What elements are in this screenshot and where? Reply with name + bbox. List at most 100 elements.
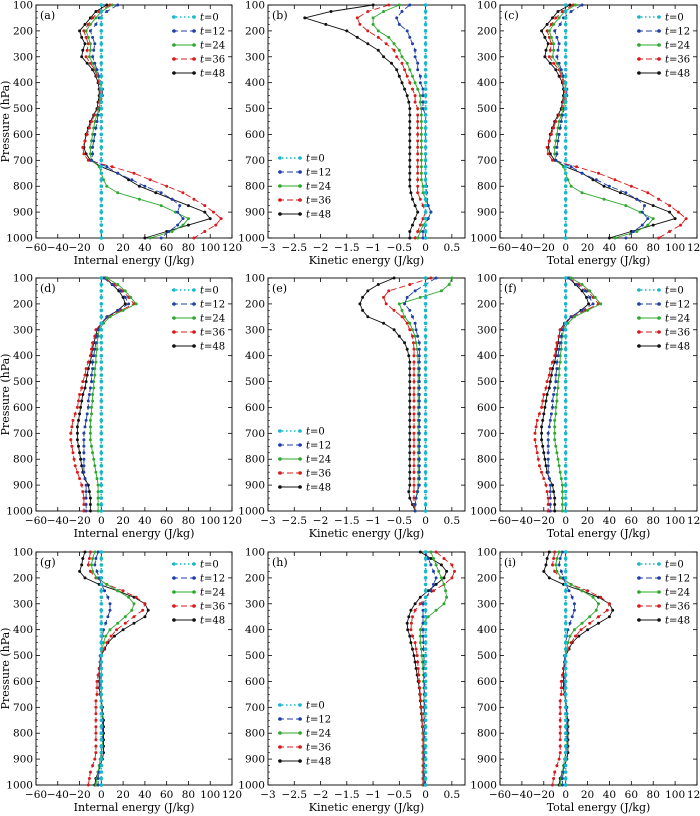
data-point xyxy=(99,412,104,416)
data-point xyxy=(93,42,97,46)
data-point xyxy=(99,451,104,455)
data-point xyxy=(553,425,557,429)
x-tick-label: −2.5 xyxy=(282,242,308,254)
legend-marker xyxy=(637,288,641,292)
y-tick-label: 900 xyxy=(13,207,33,219)
data-point xyxy=(414,667,418,670)
data-point xyxy=(420,712,424,716)
data-point xyxy=(99,289,104,293)
data-point xyxy=(176,223,180,227)
data-point xyxy=(94,341,98,345)
data-point xyxy=(132,602,136,606)
data-point xyxy=(563,463,568,468)
y-tick-label: 500 xyxy=(477,650,497,662)
x-tick-label: 80 xyxy=(647,789,660,801)
data-point xyxy=(407,354,411,358)
data-point xyxy=(423,425,428,429)
data-point xyxy=(423,602,428,606)
x-axis-label: Total energy (J/kg) xyxy=(547,527,651,540)
data-point xyxy=(99,229,104,234)
data-point xyxy=(108,608,112,612)
data-point xyxy=(563,444,568,449)
data-point xyxy=(657,236,661,240)
data-point xyxy=(421,602,425,606)
legend-marker xyxy=(637,29,641,33)
data-point xyxy=(423,334,428,339)
data-point xyxy=(547,29,551,33)
data-point xyxy=(408,464,412,468)
legend-label: t=24 xyxy=(665,314,690,325)
x-tick-label: 20 xyxy=(116,789,129,801)
legend-label: t=48 xyxy=(306,757,331,768)
data-point xyxy=(423,80,428,85)
data-point xyxy=(413,217,417,221)
data-point xyxy=(572,628,576,632)
data-point xyxy=(78,393,82,396)
data-point xyxy=(408,457,412,461)
y-tick-label: 200 xyxy=(13,25,33,37)
data-point xyxy=(563,145,568,150)
data-point xyxy=(92,48,96,52)
data-point xyxy=(450,576,454,580)
data-point xyxy=(547,550,551,554)
data-point xyxy=(557,563,561,567)
data-point xyxy=(99,190,104,195)
data-point xyxy=(423,750,428,755)
data-point xyxy=(110,283,114,286)
data-point xyxy=(563,22,568,27)
legend-marker xyxy=(657,562,661,566)
data-point xyxy=(423,289,428,293)
data-point xyxy=(91,132,95,136)
data-point xyxy=(94,360,98,364)
data-point xyxy=(80,464,84,468)
data-point xyxy=(406,628,410,632)
data-point xyxy=(423,757,428,761)
data-point xyxy=(418,686,422,690)
data-point xyxy=(558,557,562,560)
data-point xyxy=(558,360,562,364)
y-tick-label: 1000 xyxy=(6,506,33,518)
data-point xyxy=(423,236,428,240)
data-point xyxy=(90,373,93,377)
data-point xyxy=(432,569,435,573)
x-tick-label: 60 xyxy=(160,515,173,527)
data-point xyxy=(563,171,568,176)
legend-marker xyxy=(192,604,196,608)
data-point xyxy=(569,641,573,645)
data-point xyxy=(408,68,412,72)
data-point xyxy=(535,451,539,455)
data-point xyxy=(143,615,147,619)
data-point xyxy=(403,315,407,319)
data-point xyxy=(552,61,556,65)
data-point xyxy=(423,295,428,300)
data-point xyxy=(569,184,573,188)
y-tick-label: 700 xyxy=(245,155,265,167)
data-point xyxy=(423,9,428,14)
data-point xyxy=(99,653,104,658)
y-tick-label: 400 xyxy=(13,624,33,636)
data-point xyxy=(417,373,421,377)
data-point xyxy=(563,744,568,748)
data-point xyxy=(423,470,428,475)
data-point xyxy=(397,74,401,78)
data-point xyxy=(541,399,545,403)
legend-marker xyxy=(657,576,661,580)
data-point xyxy=(557,61,561,65)
data-point xyxy=(551,783,554,787)
data-point xyxy=(81,557,85,560)
data-point xyxy=(91,55,95,59)
data-point xyxy=(99,29,104,33)
data-point xyxy=(178,204,182,208)
data-point xyxy=(99,158,104,163)
legend-marker xyxy=(298,717,302,721)
data-point xyxy=(552,557,556,560)
data-point xyxy=(563,197,568,201)
data-point xyxy=(417,431,421,435)
data-point xyxy=(108,602,112,606)
data-point xyxy=(546,496,550,500)
data-point xyxy=(546,152,550,156)
data-point xyxy=(376,48,380,52)
data-point xyxy=(88,29,92,33)
